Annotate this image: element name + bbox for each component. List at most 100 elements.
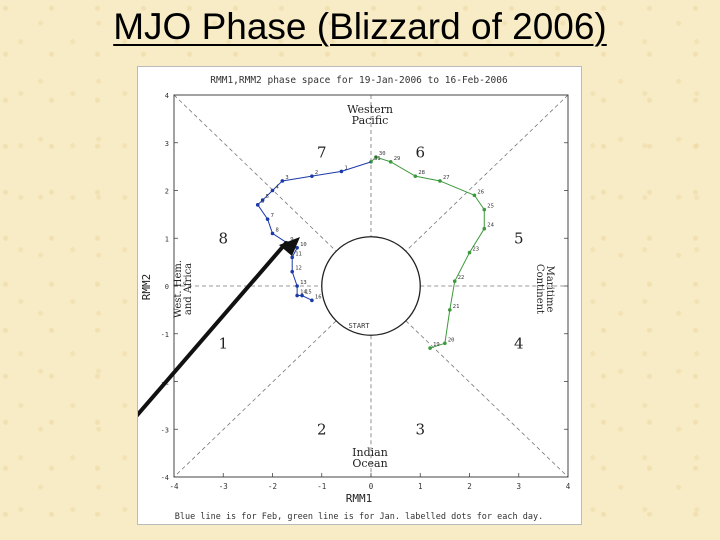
phase-boundary-line [405, 94, 569, 252]
data-point [260, 198, 265, 202]
data-point-label: 22 [458, 275, 465, 281]
y-tick-label: -3 [161, 426, 169, 434]
data-point-label: 24 [487, 223, 494, 229]
x-axis-label: RMM1 [346, 492, 373, 505]
data-point [290, 255, 294, 260]
data-point-label: 1 [344, 165, 347, 171]
data-point [443, 341, 447, 346]
phase-number-2: 2 [317, 420, 327, 438]
data-point [280, 179, 285, 183]
data-point [438, 179, 442, 183]
data-point-label: 25 [487, 204, 494, 210]
data-point [290, 269, 294, 274]
x-tick-label: 1 [418, 482, 423, 491]
series-connector [341, 161, 372, 172]
data-point [270, 231, 275, 236]
data-point-label: 27 [443, 175, 450, 181]
chart-title: RMM1,RMM2 phase space for 19-Jan-2006 to… [210, 75, 508, 86]
y-axis-label: RMM2 [140, 274, 153, 301]
annotation-arrow [138, 237, 300, 418]
data-point [374, 155, 378, 159]
data-point-label: 26 [477, 189, 484, 195]
x-tick-label: 2 [467, 482, 472, 491]
phase-number-4: 4 [514, 334, 524, 352]
svg-text:West. Hem.and Africa: West. Hem.and Africa [173, 260, 194, 318]
region-label-right: MaritimeContinent [534, 264, 555, 314]
y-tick-label: 4 [165, 92, 169, 100]
data-point-label: 10 [300, 242, 307, 248]
y-tick-label: 1 [165, 235, 169, 243]
data-point-label: 4 [276, 185, 280, 191]
data-point [413, 174, 418, 178]
data-point [265, 217, 270, 221]
data-point-label: 30 [379, 151, 386, 157]
region-label-bottom: Indian Ocean [352, 446, 388, 470]
phase-number-6: 6 [415, 143, 425, 161]
data-point-label: 31 [374, 156, 381, 162]
x-tick-label: -2 [268, 482, 277, 491]
svg-text:MaritimeContinent: MaritimeContinent [534, 264, 555, 314]
data-point-label: 7 [271, 213, 274, 219]
x-tick-label: 3 [516, 482, 521, 491]
data-point [310, 298, 314, 303]
series-line-feb [257, 170, 342, 301]
slide-title: MJO Phase (Blizzard of 2006) [113, 6, 607, 47]
x-tick-label: -3 [219, 482, 228, 491]
data-point-label: 14 [300, 290, 307, 296]
x-tick-label: 0 [369, 482, 374, 491]
data-point [255, 203, 260, 207]
phase-number-7: 7 [317, 143, 327, 161]
data-point [482, 226, 487, 231]
start-label: START [348, 322, 370, 330]
x-tick-label: -1 [317, 482, 326, 491]
data-point [388, 160, 393, 164]
data-point-label: 6 [261, 199, 264, 205]
data-point-label: 13 [300, 280, 307, 286]
data-point-label: 2 [315, 170, 318, 176]
x-tick-label: 4 [566, 482, 571, 491]
data-point-label: 20 [448, 337, 455, 343]
phase-number-1: 1 [218, 334, 228, 352]
data-point [270, 188, 275, 193]
phase-number-5: 5 [514, 229, 524, 247]
data-point [310, 174, 314, 178]
data-point-label: 23 [473, 247, 480, 253]
phase-number-8: 8 [218, 229, 228, 247]
data-point-label: 15 [305, 290, 312, 296]
data-point [369, 160, 373, 164]
data-point [295, 293, 299, 298]
data-point [482, 207, 487, 212]
region-label-left: West. Hem.and Africa [173, 260, 194, 318]
phase-boundary-line [173, 320, 337, 478]
data-point [448, 308, 452, 312]
y-tick-label: 3 [165, 140, 169, 148]
data-point [295, 246, 299, 250]
data-point-label: 12 [295, 266, 302, 272]
phase-boundary-line [405, 320, 569, 478]
data-point [300, 293, 304, 298]
y-tick-label: -1 [161, 331, 169, 339]
data-point [452, 279, 457, 284]
data-point [467, 250, 472, 255]
footer-note: Blue line is for Feb, green line is for … [175, 512, 543, 522]
data-point-label: 9 [290, 237, 293, 243]
data-point [428, 346, 432, 350]
y-tick-label: 2 [165, 188, 169, 196]
data-point-label: 28 [418, 170, 425, 176]
phase-boundary-line [173, 94, 337, 252]
y-tick-label: -4 [161, 474, 169, 482]
data-point-label: 21 [453, 304, 460, 310]
data-point-label: 11 [295, 251, 302, 257]
data-point-label: 16 [315, 294, 322, 300]
data-point-label: 3 [285, 175, 288, 181]
data-point [472, 193, 477, 198]
weak-mjo-circle [321, 236, 421, 336]
phase-number-3: 3 [415, 420, 425, 438]
region-label-top: Western Pacific [347, 103, 393, 127]
data-point-label: 29 [394, 156, 401, 162]
data-point-label: 8 [276, 227, 279, 233]
data-point [295, 284, 299, 288]
x-tick-label: -4 [169, 482, 179, 491]
